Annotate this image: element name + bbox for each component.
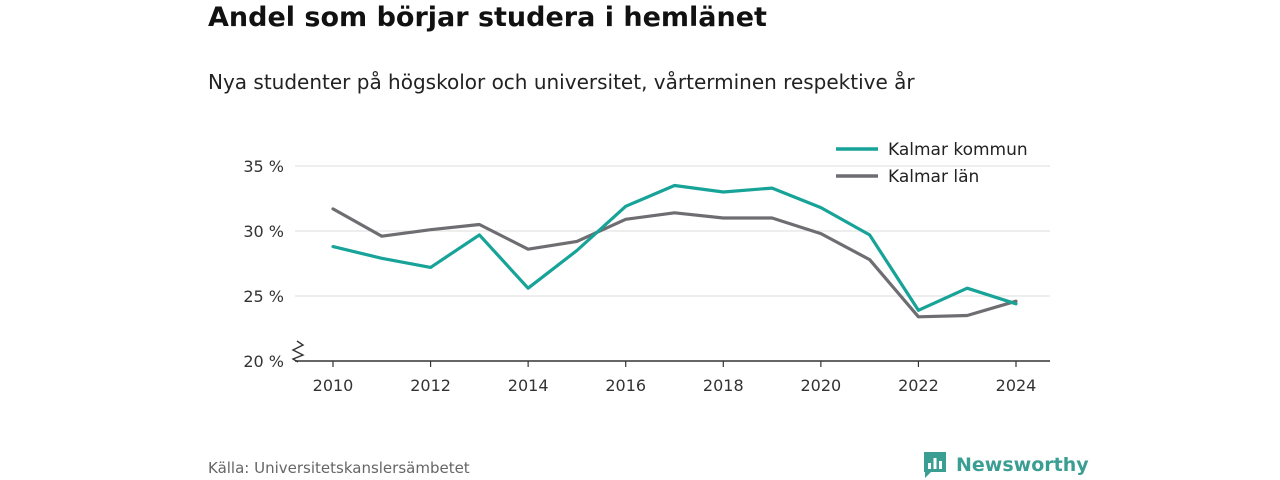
legend-label: Kalmar kommun (888, 140, 1028, 160)
x-tick-label: 2020 (800, 376, 841, 395)
legend: Kalmar kommun Kalmar län (836, 140, 1028, 187)
x-tick-label: 2018 (703, 376, 744, 395)
x-tick-label: 2022 (898, 376, 939, 395)
brand-logo: Newsworthy (922, 450, 1089, 480)
x-tick-label: 2024 (996, 376, 1037, 395)
series-line-1 (331, 207, 1018, 319)
brand-name: Newsworthy (956, 454, 1089, 476)
x-tick-label: 2012 (410, 376, 451, 395)
x-tick-label: 2016 (605, 376, 646, 395)
newsworthy-logo-icon (924, 452, 946, 478)
y-tick-label: 20 % (243, 352, 284, 371)
y-tick-label: 30 % (243, 222, 284, 241)
chart-subtitle: Nya studenter på högskolor och universit… (208, 70, 915, 94)
x-tick-label: 2010 (313, 376, 354, 395)
y-tick-label: 25 % (243, 287, 284, 306)
axis-break-icon (291, 340, 305, 363)
x-tick-label: 2014 (508, 376, 549, 395)
legend-label: Kalmar län (888, 167, 979, 187)
y-axis: 20 % 25 % 30 % 35 % (243, 157, 284, 371)
y-tick-label: 35 % (243, 157, 284, 176)
chart-title: Andel som börjar studera i hemlänet (208, 2, 767, 33)
x-axis: 2010 2012 2014 2016 2018 2020 2022 2024 (291, 340, 1050, 395)
source-note: Källa: Universitetskanslersämbetet (208, 459, 470, 477)
series-line-0 (331, 183, 1018, 312)
series-lines (331, 183, 1018, 319)
